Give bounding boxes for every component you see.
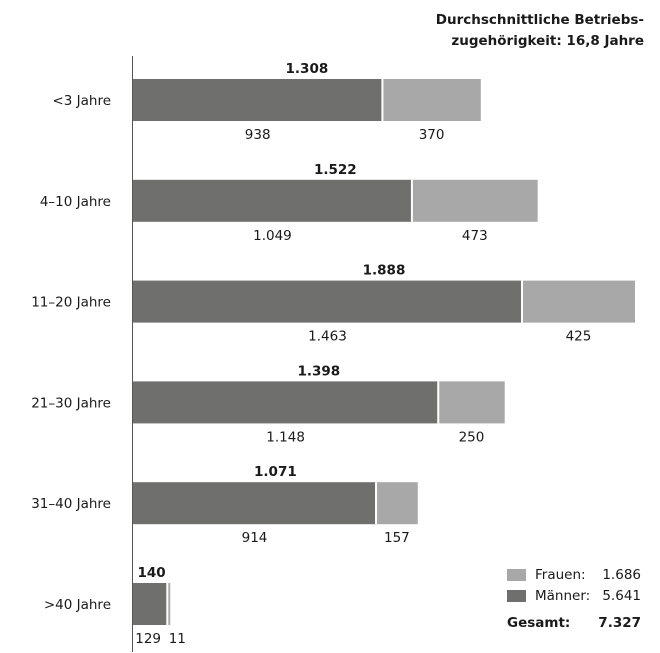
men-value-label-0: 938 — [245, 127, 271, 143]
legend-value-men: 5.641 — [602, 588, 641, 604]
men-value-label-5: 129 — [135, 631, 161, 647]
bar-men-0 — [133, 79, 383, 121]
bar-men-3 — [133, 381, 439, 424]
women-value-label-4: 157 — [384, 530, 410, 546]
legend-swatch-women — [507, 569, 526, 581]
legend-label-women: Frauen: — [535, 567, 586, 583]
legend-item-total: Gesamt: 7.327 — [507, 613, 647, 634]
men-value-label-3: 1.148 — [266, 429, 305, 445]
bar-women-1 — [411, 179, 538, 222]
chart-title-line-1: Durchschnittliche Betriebs- — [435, 12, 644, 28]
category-label-4: 31–40 Jahre — [31, 496, 111, 512]
chart-title: Durchschnittliche Betriebs- zugehörigkei… — [436, 10, 644, 52]
legend: Frauen: 1.686 Männer: 5.641 Gesamt: 7.32… — [507, 565, 647, 634]
category-label-0: <3 Jahre — [52, 93, 111, 109]
women-value-label-3: 250 — [459, 429, 485, 445]
category-label-1: 4–10 Jahre — [40, 194, 111, 210]
total-label-0: 1.308 — [286, 61, 329, 77]
women-value-label-5: 11 — [169, 631, 186, 647]
category-label-3: 21–30 Jahre — [31, 395, 111, 411]
legend-item-women: Frauen: 1.686 — [507, 565, 647, 586]
chart-title-line-2: zugehörigkeit: 16,8 Jahre — [451, 33, 644, 49]
bar-women-2 — [521, 280, 635, 323]
category-label-5: >40 Jahre — [44, 597, 111, 613]
bar-men-2 — [133, 280, 522, 323]
legend-label-men: Männer: — [535, 588, 591, 604]
total-label-1: 1.522 — [314, 162, 357, 178]
category-label-2: 11–20 Jahre — [31, 295, 111, 311]
bar-women-5 — [167, 583, 171, 625]
bar-men-5 — [133, 583, 168, 625]
total-label-2: 1.888 — [363, 263, 406, 279]
women-value-label-0: 370 — [419, 127, 445, 143]
legend-value-total: 7.327 — [598, 615, 641, 631]
total-label-5: 140 — [138, 565, 166, 581]
bar-men-4 — [133, 482, 377, 525]
legend-value-women: 1.686 — [602, 567, 641, 583]
bar-women-4 — [376, 482, 418, 525]
legend-item-men: Männer: 5.641 — [507, 586, 647, 607]
bar-women-0 — [382, 79, 481, 121]
women-value-label-1: 473 — [462, 228, 488, 244]
bar-men-1 — [133, 179, 412, 222]
total-label-4: 1.071 — [254, 464, 297, 480]
men-value-label-4: 914 — [242, 530, 268, 546]
women-value-label-2: 425 — [566, 329, 592, 345]
men-value-label-1: 1.049 — [253, 228, 292, 244]
bar-women-3 — [438, 381, 505, 424]
men-value-label-2: 1.463 — [308, 329, 347, 345]
legend-label-total: Gesamt: — [507, 615, 571, 631]
total-label-3: 1.398 — [298, 363, 341, 379]
legend-swatch-men — [507, 590, 526, 602]
